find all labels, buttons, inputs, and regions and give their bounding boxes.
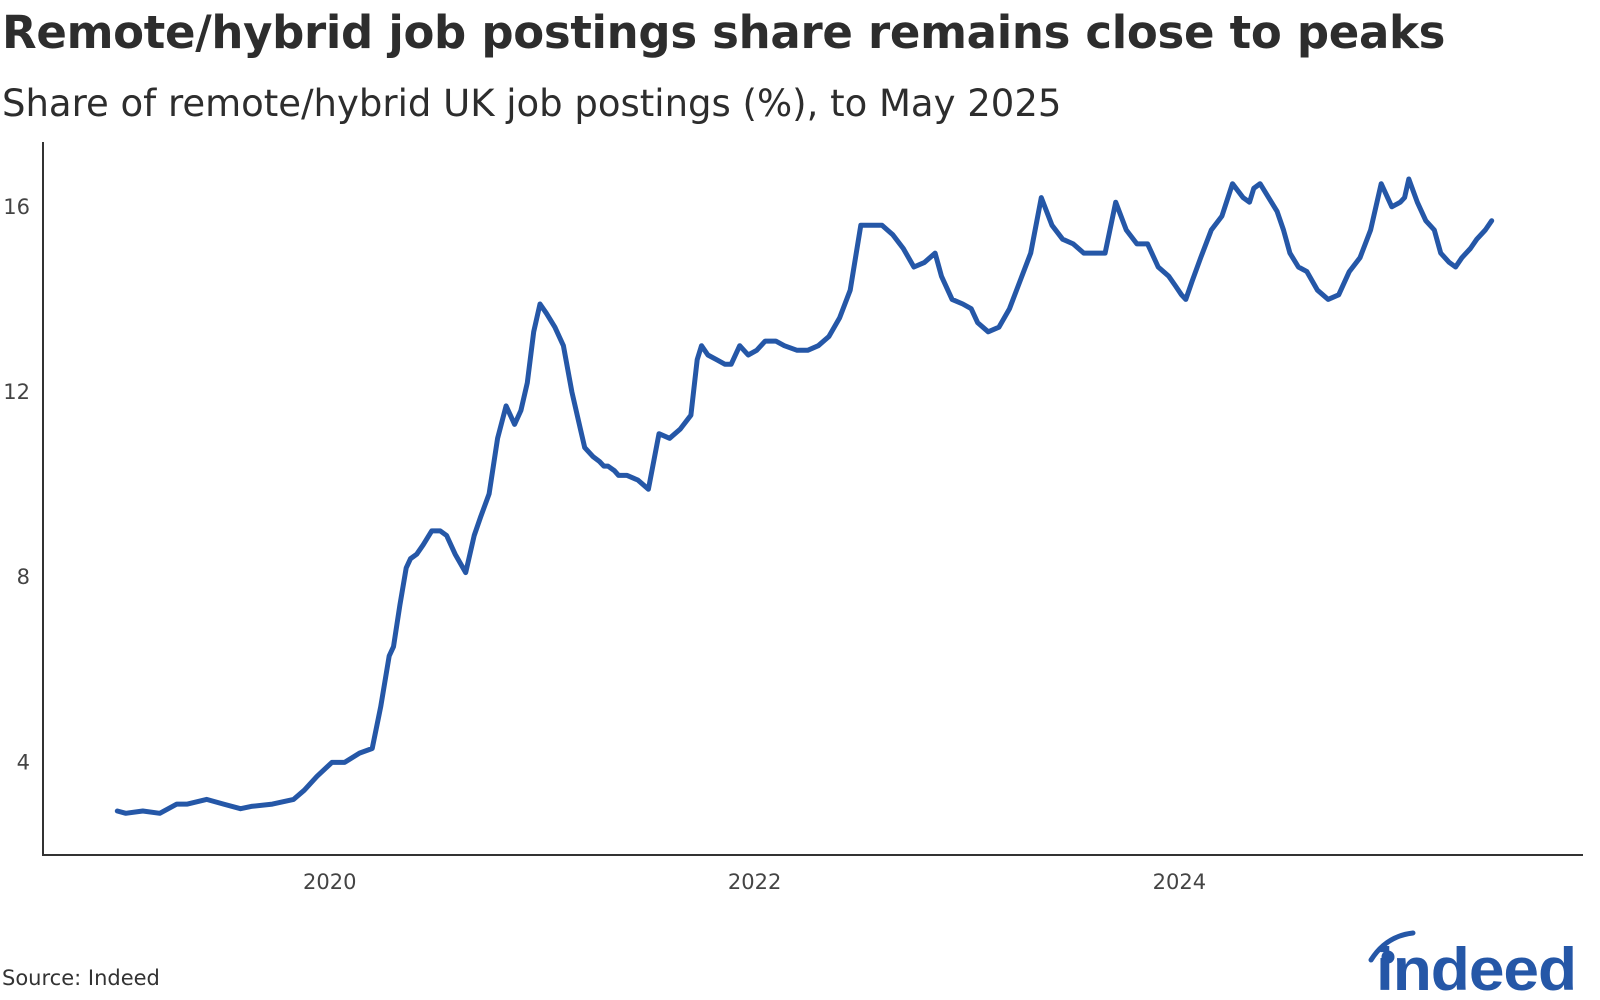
y-tick-label: 8 xyxy=(17,565,30,589)
series-line xyxy=(114,176,1495,816)
line-chart: 4 8 12 16 2020 2022 2024 xyxy=(3,142,1583,894)
y-tick-label: 12 xyxy=(3,380,30,404)
logo-wordmark: indeed xyxy=(1376,936,1576,996)
x-tick-label: 2022 xyxy=(728,870,781,894)
chart-title: Remote/hybrid job postings share remains… xyxy=(2,6,1446,59)
x-tick-label: 2020 xyxy=(303,870,356,894)
y-tick-label: 4 xyxy=(17,750,30,774)
x-tick-label: 2024 xyxy=(1153,870,1206,894)
logo-arc-icon xyxy=(1368,930,1416,963)
indeed-logo: indeed xyxy=(1368,930,1577,996)
logo-dot-icon xyxy=(1381,950,1395,964)
chart-subtitle: Share of remote/hybrid UK job postings (… xyxy=(2,82,1062,125)
source-note: Source: Indeed xyxy=(2,966,160,990)
x-axis-ticks: 2020 2022 2024 xyxy=(303,870,1206,894)
y-tick-label: 16 xyxy=(3,195,30,219)
y-axis-ticks: 4 8 12 16 xyxy=(3,195,30,775)
